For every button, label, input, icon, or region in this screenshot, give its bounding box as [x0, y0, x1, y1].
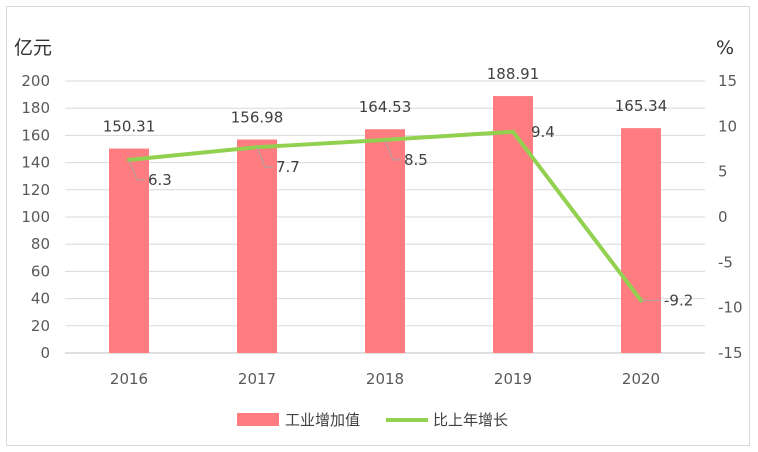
left-tick-label: 160 — [21, 126, 50, 144]
right-tick-label: -10 — [718, 299, 743, 317]
left-axis-unit: 亿元 — [14, 37, 52, 59]
right-tick-label: 15 — [718, 72, 737, 90]
x-axis-ticks: 2016 2017 2018 2019 2020 — [110, 370, 660, 388]
left-tick-label: 80 — [31, 235, 50, 253]
right-tick-label: -15 — [718, 344, 743, 362]
right-axis-unit: % — [716, 37, 734, 59]
left-tick-label: 60 — [31, 262, 50, 280]
bar — [493, 96, 533, 353]
left-tick-label: 200 — [21, 72, 50, 90]
leader-lines — [128, 139, 661, 301]
bar-value-label: 188.91 — [487, 65, 540, 83]
legend: 工业增加值 比上年增长 — [237, 411, 508, 429]
bar — [621, 128, 661, 353]
bar — [365, 129, 405, 353]
line-value-label: 6.3 — [148, 171, 172, 189]
data-labels: 150.31 156.98 164.53 188.91 165.34 6.3 7.7 8.5 9… — [103, 65, 694, 309]
left-tick-label: 40 — [31, 290, 50, 308]
right-tick-label: 10 — [718, 117, 737, 135]
bar-value-label: 165.34 — [615, 97, 668, 115]
right-axis-ticks: -15 -10 -5 0 5 10 15 — [718, 72, 743, 362]
bar-value-label: 164.53 — [359, 98, 412, 116]
right-tick-label: -5 — [718, 253, 733, 271]
x-tick-label: 2016 — [110, 370, 148, 388]
left-axis-ticks: 0 20 40 60 80 100 120 140 160 180 200 — [21, 72, 50, 362]
left-tick-label: 0 — [40, 344, 50, 362]
x-tick-label: 2018 — [366, 370, 404, 388]
left-tick-label: 120 — [21, 181, 50, 199]
legend-label-line: 比上年增长 — [433, 411, 508, 429]
bar-value-label: 156.98 — [231, 109, 284, 127]
line-value-label: 8.5 — [404, 151, 428, 169]
legend-swatch-bar — [237, 413, 279, 426]
leader-line — [128, 159, 145, 181]
right-tick-label: 0 — [718, 208, 728, 226]
chart-frame — [6, 6, 750, 446]
line-value-label: 7.7 — [276, 158, 300, 176]
bar — [109, 148, 149, 353]
bar — [237, 139, 277, 353]
line-value-label: -9.2 — [664, 291, 693, 309]
x-tick-label: 2017 — [238, 370, 276, 388]
left-tick-label: 100 — [21, 208, 50, 226]
left-tick-label: 140 — [21, 154, 50, 172]
bar-series — [109, 96, 661, 353]
x-tick-label: 2019 — [494, 370, 532, 388]
x-tick-label: 2020 — [622, 370, 660, 388]
line-value-label: 9.4 — [531, 123, 555, 141]
leader-line — [256, 147, 273, 168]
bar-value-label: 150.31 — [103, 118, 156, 136]
left-tick-label: 20 — [31, 317, 50, 335]
line-point — [511, 129, 515, 134]
legend-label-bar: 工业增加值 — [285, 411, 360, 429]
left-tick-label: 180 — [21, 99, 50, 117]
leader-line — [384, 139, 401, 161]
right-tick-label: 5 — [718, 163, 728, 181]
